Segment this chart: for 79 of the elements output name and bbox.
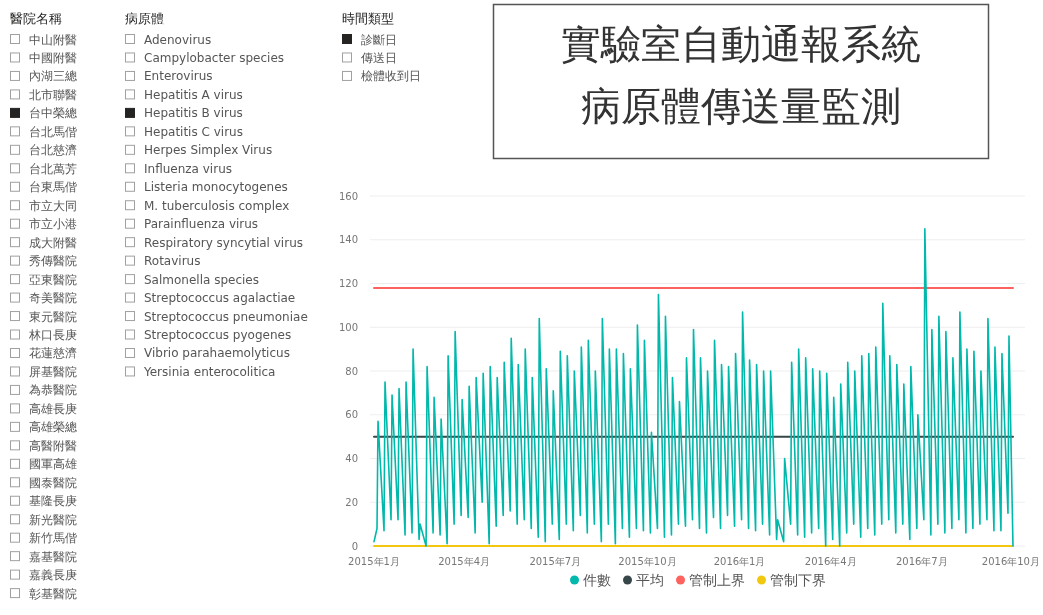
category-label: Enterovirus — [144, 69, 213, 84]
category-label: 嘉基醫院 — [29, 549, 77, 564]
category-label: 為恭醫院 — [29, 383, 77, 398]
y-tick-label: 80 — [345, 365, 358, 377]
category-label: M. tuberculosis complex — [144, 198, 290, 213]
category-label: Listeria monocytogenes — [144, 180, 288, 195]
category-label: Hepatitis A virus — [144, 87, 243, 102]
x-tick-label: 2016年1月 — [713, 556, 766, 567]
category-label: 中國附醫 — [29, 50, 77, 65]
y-tick-label: 120 — [338, 278, 358, 289]
line-series — [373, 228, 1014, 547]
category-label: 市立大同 — [29, 198, 77, 213]
x-tick-label: 2016年10月 — [981, 556, 1040, 567]
x-tick-label: 2015年4月 — [438, 556, 491, 567]
category-label: 新光醫院 — [29, 512, 77, 527]
x-tick-label: 2015年1月 — [348, 556, 400, 567]
category-label: 花蓮慈濟 — [29, 346, 77, 361]
category-label: 高醫附醫 — [29, 438, 77, 453]
y-tick-label: 160 — [338, 190, 358, 202]
category-label: 成大附醫 — [29, 235, 77, 250]
category-label: 高雄榮總 — [29, 420, 77, 435]
category-label: Streptococcus pneumoniae — [144, 309, 308, 324]
category-label: Streptococcus agalactiae — [144, 291, 296, 306]
y-tick-label: 140 — [338, 234, 358, 246]
category-label: 傳送日 — [360, 50, 397, 65]
category-label: Hepatitis B virus — [144, 106, 243, 121]
category-label: 台北萬芳 — [29, 161, 77, 176]
category-label: 檢體收到日 — [361, 69, 421, 84]
category-label: 林口長庚 — [28, 328, 77, 343]
chart-title: 實驗室自動通報系統病原體傳送量監測 — [561, 21, 921, 129]
category-label: 台北馬偕 — [29, 124, 77, 139]
category-label: 秀傳醫院 — [29, 254, 77, 269]
category-label: 內湖三總 — [29, 69, 77, 84]
category-label: 高雄長庚 — [29, 401, 77, 416]
category-label: 國泰醫院 — [29, 475, 77, 490]
category-label: 彰基醫院 — [29, 586, 77, 601]
x-tick-label: 2015年10月 — [618, 556, 677, 567]
category-label: 東元醫院 — [29, 309, 77, 324]
category-label: Salmonella species — [144, 272, 259, 287]
category-label: 新竹馬偕 — [29, 531, 77, 546]
legend-label: 平均 — [635, 572, 664, 588]
category-label: Vibrio parahaemolyticus — [144, 346, 290, 361]
x-tick-label: 2016年4月 — [804, 556, 857, 567]
category-label: 屏基醫院 — [29, 364, 77, 379]
category-label: Streptococcus pyogenes — [144, 328, 292, 343]
category-label: Hepatitis C virus — [144, 124, 243, 139]
category-label: Rotavirus — [144, 254, 201, 269]
category-label: Yersinia enterocolitica — [143, 364, 276, 379]
category-label: 國軍高雄 — [29, 457, 77, 472]
category-label: 市立小港 — [29, 217, 77, 232]
category-label: 基隆長庚 — [29, 494, 77, 509]
category-label: Influenza virus — [144, 161, 232, 176]
category-label: 北市聯醫 — [29, 87, 77, 102]
category-label: 嘉義長庚 — [29, 568, 77, 583]
legend-label: 件數 — [582, 572, 611, 588]
text: 病原體 — [125, 11, 164, 26]
text: 醫院名稱 — [10, 11, 62, 26]
text: 時間類型 — [342, 11, 394, 26]
category-label: Adenovirus — [144, 32, 212, 47]
x-tick-label: 2016年7月 — [895, 556, 948, 567]
y-tick-label: 100 — [338, 321, 358, 333]
y-tick-label: 20 — [345, 496, 358, 508]
category-label: Campylobacter species — [144, 50, 285, 65]
y-tick-label: 40 — [345, 453, 358, 464]
category-label: 奇美醫院 — [29, 291, 77, 306]
x-tick-label: 2015年7月 — [529, 556, 582, 567]
category-label: 亞東醫院 — [29, 272, 77, 287]
category-label: 台東馬偕 — [29, 180, 77, 195]
legend-label: 管制下界 — [769, 572, 826, 588]
legend-label: 管制上界 — [688, 572, 745, 588]
y-tick-label: 60 — [345, 409, 358, 421]
category-label: 診斷日 — [361, 32, 397, 47]
category-label: Respiratory syncytial virus — [144, 235, 303, 250]
category-label: Parainfluenza virus — [144, 217, 259, 232]
category-label: Herpes Simplex Virus — [144, 143, 273, 158]
category-label: 中山附醫 — [29, 32, 77, 47]
category-label: 台北慈濟 — [29, 143, 77, 158]
category-label: 台中榮總 — [29, 106, 77, 121]
y-tick-label: 0 — [351, 540, 358, 552]
